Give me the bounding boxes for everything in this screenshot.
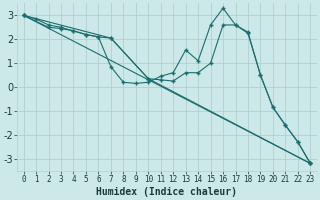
X-axis label: Humidex (Indice chaleur): Humidex (Indice chaleur): [96, 186, 237, 197]
